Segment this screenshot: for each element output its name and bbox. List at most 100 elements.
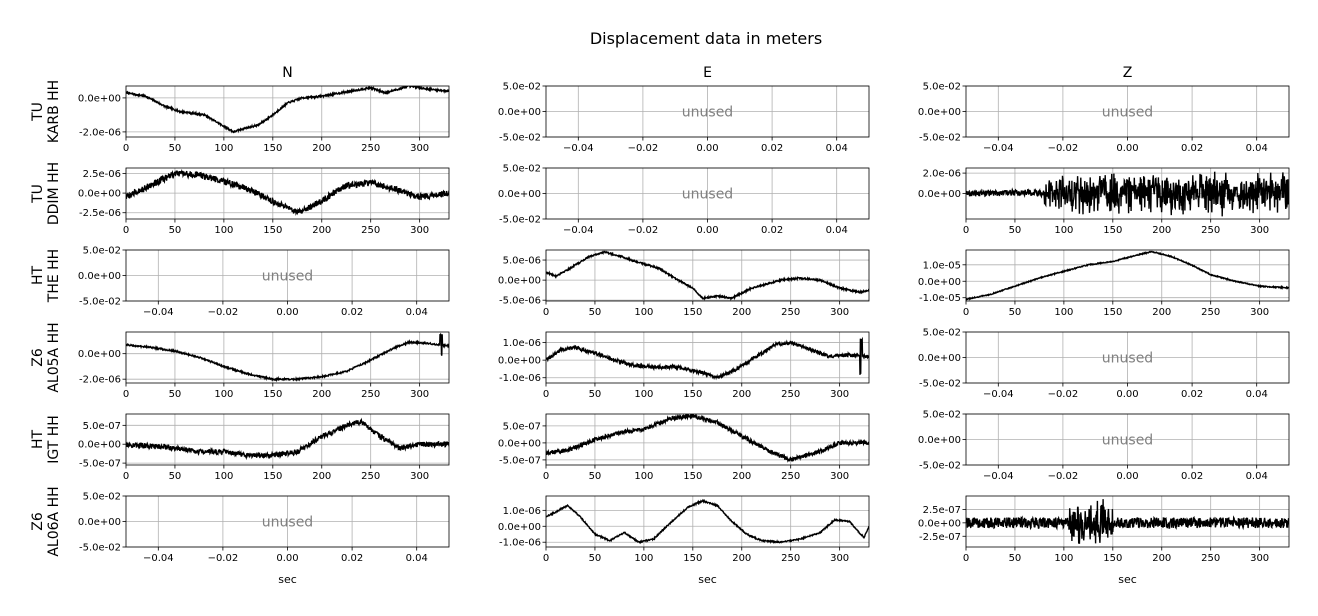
row-label-network: Z6 xyxy=(30,348,46,367)
x-tick-label: 200 xyxy=(732,471,751,482)
x-tick-label: −0.04 xyxy=(983,389,1014,400)
y-tick-label: 0.0e+00 xyxy=(78,349,121,360)
y-tick-label: -2.5e-07 xyxy=(919,532,961,543)
x-tick-label: 200 xyxy=(312,389,331,400)
y-tick-label: 2.0e-06 xyxy=(923,169,961,180)
x-tick-label: 250 xyxy=(781,307,800,318)
axes-frame xyxy=(125,331,450,384)
subplot-ht-igt-hh-e: 0 50 100 150 200 250 300 5.0e-07 0.0e+00 -5.0e-07 xyxy=(498,413,870,482)
y-tick-label: 0.0e+00 xyxy=(918,435,961,446)
x-tick-label: 100 xyxy=(1054,225,1073,236)
x-tick-label: 100 xyxy=(1054,553,1073,564)
x-tick-label: −0.02 xyxy=(628,225,659,236)
x-tick-label: 0.00 xyxy=(1116,389,1138,400)
x-axis-label: sec xyxy=(278,573,297,586)
x-tick-label: 200 xyxy=(1152,225,1171,236)
x-tick-label: 100 xyxy=(214,225,233,236)
x-tick-label: 0.04 xyxy=(406,553,428,564)
subplot-tu-karb-hh-n: 0 50 100 150 200 250 300 0.0e+00 -2.0e-06 xyxy=(78,85,450,154)
subplot-ht-the-hh-e: 0 50 100 150 200 250 300 5.0e-06 0.0e+00 -5.0e-06 xyxy=(498,249,870,318)
x-tick-label: 0.00 xyxy=(1116,471,1138,482)
x-tick-label: 50 xyxy=(169,471,182,482)
x-tick-label: 200 xyxy=(1152,553,1171,564)
y-tick-label: 2.5e-06 xyxy=(83,169,121,180)
row-label-station: AL06A HH xyxy=(46,486,62,556)
y-tick-label: 0.0e+00 xyxy=(78,517,121,528)
x-tick-label: 200 xyxy=(732,389,751,400)
subplot-tu-karb-hh-z: unused −0.04 −0.02 0.00 0.02 0.04 5.0e-02 0.0e+… xyxy=(918,82,1290,154)
subplot-tu-ddim-hh-e: unused −0.04 −0.02 0.00 0.02 0.04 5.0e-02 0.0e+… xyxy=(498,164,870,236)
axes-frame xyxy=(545,413,870,466)
x-tick-label: 0 xyxy=(543,307,549,318)
y-tick-label: -5.0e-06 xyxy=(499,296,541,307)
x-tick-label: 250 xyxy=(1201,553,1220,564)
axes-frame xyxy=(545,331,870,384)
x-tick-label: 0.02 xyxy=(761,143,783,154)
x-tick-label: −0.04 xyxy=(563,225,594,236)
x-tick-label: 0 xyxy=(123,389,129,400)
y-tick-label: 0.0e+00 xyxy=(918,107,961,118)
x-tick-label: 0.04 xyxy=(1246,389,1268,400)
y-tick-label: -1.0e-06 xyxy=(499,373,541,384)
row-label-network: HT xyxy=(30,430,46,450)
y-tick-label: -5.0e-02 xyxy=(499,133,541,144)
y-tick-label: 5.0e-02 xyxy=(503,82,541,93)
x-tick-label: 50 xyxy=(1009,553,1022,564)
x-tick-label: 200 xyxy=(312,143,331,154)
subplot-z6-al06a-hh-e: 0 50 100 150 200 250 300 1.0e-06 0.0e+00 -1.0e-06 xyxy=(498,495,870,564)
row-label-network: TU xyxy=(30,184,46,204)
y-tick-label: -5.0e-02 xyxy=(79,543,121,554)
seismogram-trace xyxy=(126,417,449,461)
unused-label: unused xyxy=(262,515,313,531)
x-tick-label: 0.00 xyxy=(276,553,298,564)
x-tick-label: 150 xyxy=(683,307,702,318)
x-tick-label: 0.04 xyxy=(826,225,848,236)
x-tick-label: 100 xyxy=(634,553,653,564)
row-label-network: HT xyxy=(30,266,46,286)
subplot-tu-ddim-hh-z: 0 50 100 150 200 250 300 2.0e-06 0.0e+00 xyxy=(918,167,1290,236)
y-tick-label: -2.5e-06 xyxy=(79,208,121,219)
x-tick-label: 100 xyxy=(1054,307,1073,318)
y-tick-label: 1.0e-06 xyxy=(503,506,541,517)
x-tick-label: 0.02 xyxy=(341,307,363,318)
x-axis-label: sec xyxy=(698,573,717,586)
x-tick-label: 300 xyxy=(830,471,849,482)
x-tick-label: 0.04 xyxy=(826,143,848,154)
axes-frame xyxy=(545,495,870,548)
x-tick-label: 300 xyxy=(410,389,429,400)
subplot-z6-al05a-hh-z: unused −0.04 −0.02 0.00 0.02 0.04 5.0e-02 0.0e+… xyxy=(918,328,1290,400)
x-tick-label: 150 xyxy=(263,471,282,482)
unused-label: unused xyxy=(1102,105,1153,121)
x-tick-label: 0.04 xyxy=(406,307,428,318)
x-tick-label: 100 xyxy=(214,471,233,482)
x-tick-label: 0.00 xyxy=(1116,143,1138,154)
y-tick-label: 2.5e-07 xyxy=(923,505,961,516)
x-tick-label: 50 xyxy=(589,553,602,564)
x-tick-label: −0.04 xyxy=(143,307,174,318)
y-tick-label: -5.0e-07 xyxy=(499,455,541,466)
x-tick-label: 0.02 xyxy=(761,225,783,236)
unused-label: unused xyxy=(1102,433,1153,449)
x-tick-label: 0 xyxy=(123,471,129,482)
unused-label: unused xyxy=(262,269,313,285)
y-tick-label: 0.0e+00 xyxy=(498,438,541,449)
x-tick-label: 0 xyxy=(543,553,549,564)
x-tick-label: 300 xyxy=(830,389,849,400)
y-tick-label: 0.0e+00 xyxy=(498,276,541,287)
x-tick-label: −0.02 xyxy=(628,143,659,154)
x-tick-label: 0 xyxy=(543,389,549,400)
seismogram-trace xyxy=(546,414,869,463)
unused-label: unused xyxy=(682,187,733,203)
row-label-network: TU xyxy=(30,102,46,122)
y-tick-label: 0.0e+00 xyxy=(918,518,961,529)
x-axis-label: sec xyxy=(1118,573,1137,586)
x-tick-label: 150 xyxy=(1103,307,1122,318)
subplot-tu-ddim-hh-n: 0 50 100 150 200 250 300 2.5e-06 0.0e+00 -2.5e-06 xyxy=(78,167,450,236)
x-tick-label: 0 xyxy=(543,471,549,482)
x-tick-label: 150 xyxy=(1103,225,1122,236)
y-tick-label: 0.0e+00 xyxy=(78,189,121,200)
y-tick-label: -2.0e-06 xyxy=(79,127,121,138)
x-tick-label: 150 xyxy=(683,553,702,564)
